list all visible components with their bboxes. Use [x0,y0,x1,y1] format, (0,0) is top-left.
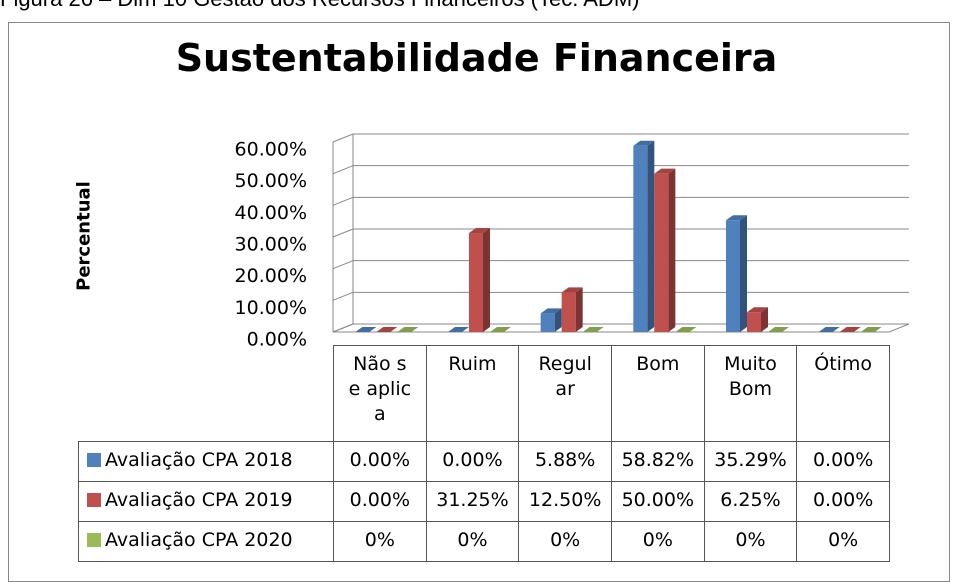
bar-side [575,287,583,332]
table-value: 0% [611,521,705,562]
category-label: Muito Bom [703,345,798,442]
table-value: 5.88% [518,441,612,482]
legend-label: Avaliação CPA 2018 [105,449,293,471]
bar-side [554,308,562,332]
table-value: 0.00% [333,441,427,482]
legend-label: Avaliação CPA 2020 [105,529,293,551]
category-label: Regular [518,345,612,442]
chart-title: Sustentabilidade Financeira [175,36,778,80]
table-value: 0% [518,521,612,562]
y-tick-label: 0.00% [247,329,307,351]
table-value: 0.00% [796,481,890,522]
table-value: 35.29% [703,441,798,482]
bar-side [668,168,676,332]
legend-swatch [87,533,101,547]
legend-label: Avaliação CPA 2019 [105,489,293,511]
bar-top [376,327,398,332]
grid-line-side [332,228,354,238]
bar [633,145,648,332]
bar-top [582,327,604,332]
table-value: 6.25% [703,481,798,522]
table-value: 0.00% [796,441,890,482]
bar [654,173,669,332]
bar [540,313,555,332]
bar-top [654,168,676,174]
grid-line-side [332,291,354,301]
category-label: Ótimo [796,345,890,442]
y-tick-label: 10.00% [235,297,307,319]
grid-line-side [332,196,354,206]
bar-top [448,327,469,332]
bar-top [839,327,861,332]
bar-side [740,215,747,332]
bar [561,292,576,332]
table-value: 58.82% [611,441,705,482]
bar-top [540,308,562,314]
bar-top [633,140,655,146]
legend-entry: Avaliação CPA 2019 [78,481,334,522]
table-value: 0% [796,521,890,562]
bar-top [469,228,490,234]
bar-top [818,327,840,332]
legend-entry: Avaliação CPA 2020 [78,521,334,562]
bar-top [726,215,747,221]
bar-side [483,228,490,332]
grid-line-side [332,323,354,333]
bar-top [397,327,419,332]
category-label: Ruim [425,345,520,442]
bar [469,233,483,332]
bar-side [761,307,768,332]
bar-top [747,307,768,313]
grid-line-side [332,260,354,270]
bar-top [768,327,789,332]
bar-top [860,327,882,332]
bar-side [647,140,655,332]
legend-swatch [87,493,101,507]
legend-entry: Avaliação CPA 2018 [78,441,334,482]
grid-line-side [332,165,354,175]
legend-swatch [87,453,101,467]
table-value: 0% [425,521,520,562]
y-tick-label: 40.00% [235,202,307,224]
table-value: 0.00% [333,481,427,522]
bar-top [355,327,377,332]
grid-line-side [332,133,354,143]
bar-top [561,287,583,293]
category-label: Bom [611,345,705,442]
table-value: 12.50% [518,481,612,522]
bar [726,220,740,332]
y-tick-label: 60.00% [235,139,307,161]
y-tick-label: 50.00% [235,170,307,192]
table-value: 50.00% [611,481,705,522]
table-value: 31.25% [425,481,520,522]
y-tick-label: 30.00% [235,234,307,256]
table-value: 0% [703,521,798,562]
category-label: Não se aplica [333,345,427,442]
table-value: 0% [333,521,427,562]
caption: Figura 26 – Dim 10 Gestão dos Recursos F… [0,0,639,12]
bar-top [675,327,697,332]
y-tick-label: 20.00% [235,265,307,287]
bar-top [490,327,511,332]
table-value: 0.00% [425,441,520,482]
bar [747,312,761,332]
